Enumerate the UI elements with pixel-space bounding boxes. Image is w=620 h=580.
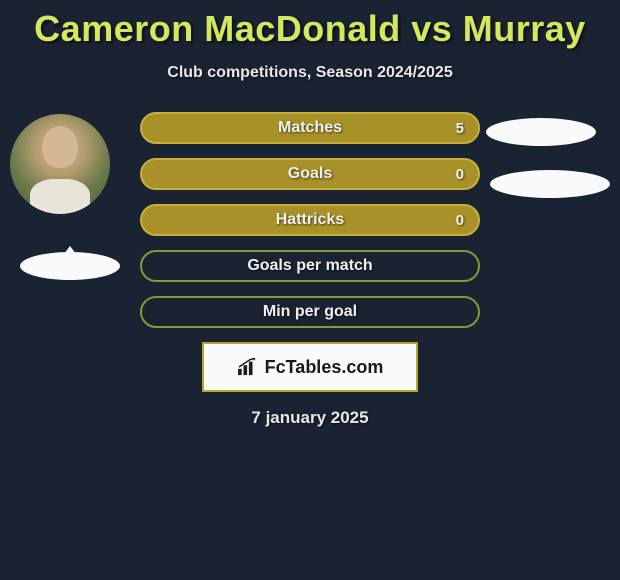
bar-chart-icon [237, 358, 259, 376]
stat-value: 0 [456, 212, 464, 229]
stat-bar: Hattricks 0 [140, 204, 480, 236]
stat-bar: Goals per match [140, 250, 480, 282]
player-name-bubble-left [20, 252, 120, 280]
player-name-bubble-right-2 [490, 170, 610, 198]
date-caption: 7 january 2025 [0, 408, 620, 428]
stat-bar: Min per goal [140, 296, 480, 328]
stat-bar: Goals 0 [140, 158, 480, 190]
stat-label: Min per goal [263, 303, 357, 321]
stat-value: 0 [456, 166, 464, 183]
stat-label: Matches [278, 119, 342, 137]
stat-value: 5 [456, 120, 464, 137]
stat-label: Goals [288, 165, 332, 183]
player-avatar-left [10, 114, 110, 214]
stat-label: Goals per match [247, 257, 372, 275]
brand-watermark: FcTables.com [202, 342, 418, 392]
player-name-bubble-right-1 [486, 118, 596, 146]
subtitle: Club competitions, Season 2024/2025 [0, 64, 620, 82]
comparison-chart: Matches 5 Goals 0 Hattricks 0 Goals per match M… [0, 112, 620, 428]
page-title: Cameron MacDonald vs Murray [0, 0, 620, 50]
brand-text: FcTables.com [265, 357, 384, 378]
stat-label: Hattricks [276, 211, 344, 229]
stat-bars: Matches 5 Goals 0 Hattricks 0 Goals per match M… [140, 112, 480, 328]
stat-bar: Matches 5 [140, 112, 480, 144]
